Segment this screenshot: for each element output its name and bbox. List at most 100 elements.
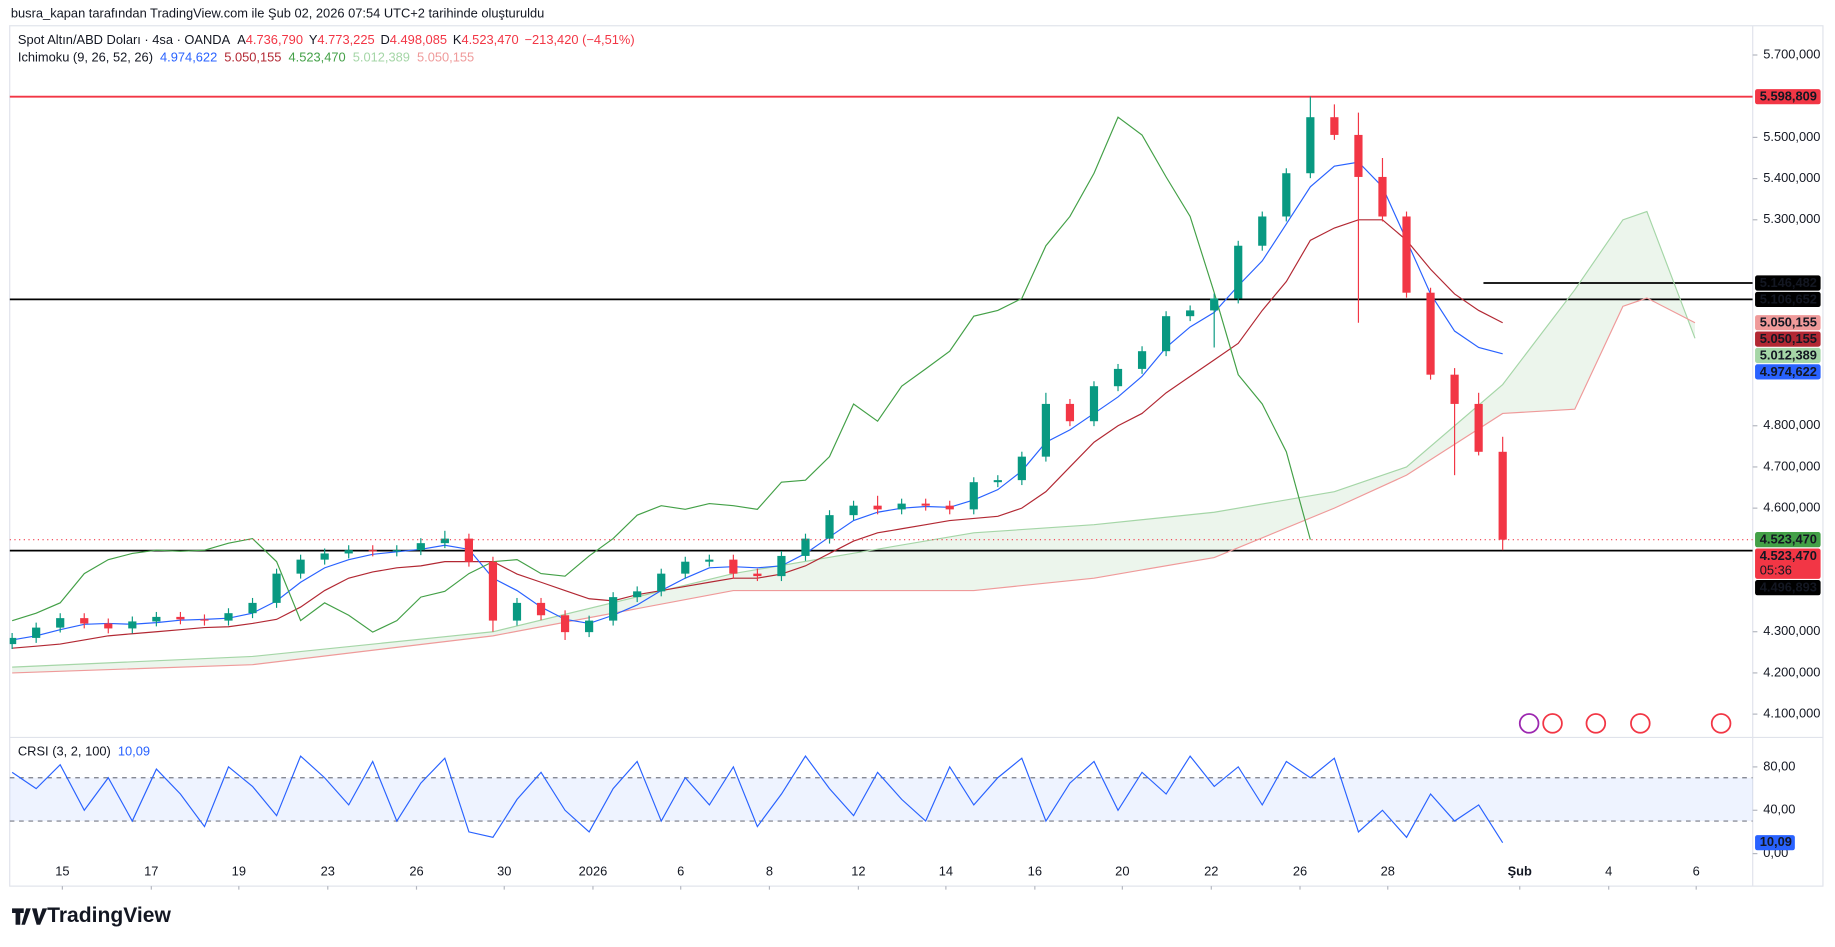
price-tag: [1755, 835, 1795, 851]
candle-body: [681, 561, 690, 574]
countdown: 05:36: [1760, 563, 1792, 578]
price-tag: [1755, 291, 1821, 308]
x-tick-label: Şub: [1508, 863, 1532, 878]
candle-body: [320, 553, 329, 560]
price-tag: [1755, 548, 1821, 579]
candle-body: [801, 538, 810, 556]
indicator-value: 5.050,155: [417, 50, 474, 65]
x-tick-label: 30: [497, 863, 511, 878]
candle-body: [368, 550, 377, 552]
ohlc-key: K: [453, 32, 462, 47]
candle-body: [32, 627, 41, 638]
candle-body: [56, 618, 65, 628]
candle-body: [993, 480, 1002, 483]
price-tag-label: 10,09: [1760, 834, 1792, 849]
candle-body: [633, 591, 642, 598]
ohlc-value: 4.523,470: [461, 32, 518, 47]
indicator-value: 5.050,155: [224, 50, 281, 65]
candle-body: [1282, 173, 1291, 217]
price-tag-label: 5.012,389: [1760, 347, 1817, 362]
crsi-pane: [9, 755, 1753, 844]
ichimoku-line: [11, 116, 1311, 633]
price-tag: [1755, 532, 1821, 548]
candle-body: [1378, 176, 1387, 217]
candle-body: [224, 613, 233, 621]
price-tag: [1755, 89, 1821, 105]
x-tick-label: 19: [232, 863, 246, 878]
candle-body: [753, 573, 762, 577]
event-icon: [1585, 713, 1607, 734]
price-tag: [1755, 275, 1821, 291]
crsi-line: [11, 755, 1504, 844]
indicator-value: 4.974,622: [160, 50, 217, 65]
candle-body: [128, 621, 137, 629]
ohlc-key: D: [380, 32, 389, 47]
ohlc-key: Y: [309, 32, 318, 47]
x-tick-label: 12: [851, 863, 865, 878]
candle-body: [609, 597, 618, 621]
candle-body: [921, 503, 930, 506]
ohlc-value: 4.736,790: [246, 32, 303, 47]
candle-body: [344, 550, 353, 554]
candle-body: [1402, 216, 1411, 293]
candle-body: [1450, 374, 1459, 404]
candle-body: [1354, 134, 1363, 177]
candle-body: [1065, 403, 1075, 422]
price-tag-label: 5.598,809: [1760, 89, 1817, 104]
x-tick-label: 20: [1115, 863, 1129, 878]
y-tick-label: 80,00: [1763, 758, 1795, 773]
y-tick-label: 4.300,000: [1763, 623, 1820, 638]
legend-row: Spot Altın/ABD Doları · 4sa · OANDA A4.73…: [18, 32, 635, 47]
candle-body: [560, 615, 570, 633]
price-tag-label: 5.146,482: [1760, 275, 1817, 290]
candle-body: [1089, 386, 1099, 422]
candle-body: [152, 616, 161, 622]
candle-body: [1498, 451, 1507, 540]
crsi-band-fill: [9, 777, 1753, 822]
x-tick-label: 26: [409, 863, 423, 878]
candle-body: [488, 561, 498, 621]
indicator-value: 5.012,389: [353, 50, 410, 65]
candle-body: [296, 559, 305, 574]
ohlc-value: 4.498,085: [390, 32, 447, 47]
event-icons: [1518, 713, 1732, 734]
y-tick-label: 4.100,000: [1763, 706, 1820, 721]
x-tick-label: 14: [939, 863, 953, 878]
y-tick-label: 4.700,000: [1763, 458, 1820, 473]
candle-body: [464, 538, 474, 562]
y-tick-label: 4.600,000: [1763, 500, 1820, 515]
candle-body: [104, 623, 113, 629]
candle-body: [1113, 368, 1123, 387]
candle-body: [1137, 351, 1147, 369]
candle-body: [536, 602, 546, 616]
candle-body: [416, 543, 425, 551]
crsi-row: CRSI (3, 2, 100) 10,09: [18, 744, 150, 759]
candle-body: [512, 602, 522, 621]
price-tag: [1755, 347, 1821, 364]
x-tick-label: 6: [1693, 863, 1700, 878]
candle-body: [1162, 316, 1171, 352]
candle-body: [897, 503, 906, 510]
candle-body: [1474, 403, 1483, 452]
price-tag: [1755, 315, 1821, 331]
candle-body: [272, 573, 281, 603]
candle-body: [440, 538, 449, 544]
crsi-name: CRSI (3, 2, 100): [18, 744, 111, 759]
ichimoku-line: [12, 297, 1696, 674]
candle-body: [969, 482, 978, 510]
x-tick-label: 22: [1204, 863, 1218, 878]
main-pane: [9, 95, 1753, 674]
x-tick-label: 2026: [579, 863, 608, 878]
price-tag-label: 5.106,652: [1760, 291, 1817, 306]
price-tag-label: 5.050,155: [1760, 315, 1817, 330]
candle-body: [945, 505, 954, 510]
crsi-value: 10,09: [118, 744, 150, 759]
x-tick-label: 8: [766, 863, 773, 878]
candle-body: [1426, 292, 1435, 375]
candle-body: [392, 550, 401, 552]
x-tick-label: 15: [55, 863, 69, 878]
price-tag-label: 4.974,622: [1760, 364, 1817, 379]
candle-body: [1041, 403, 1050, 457]
